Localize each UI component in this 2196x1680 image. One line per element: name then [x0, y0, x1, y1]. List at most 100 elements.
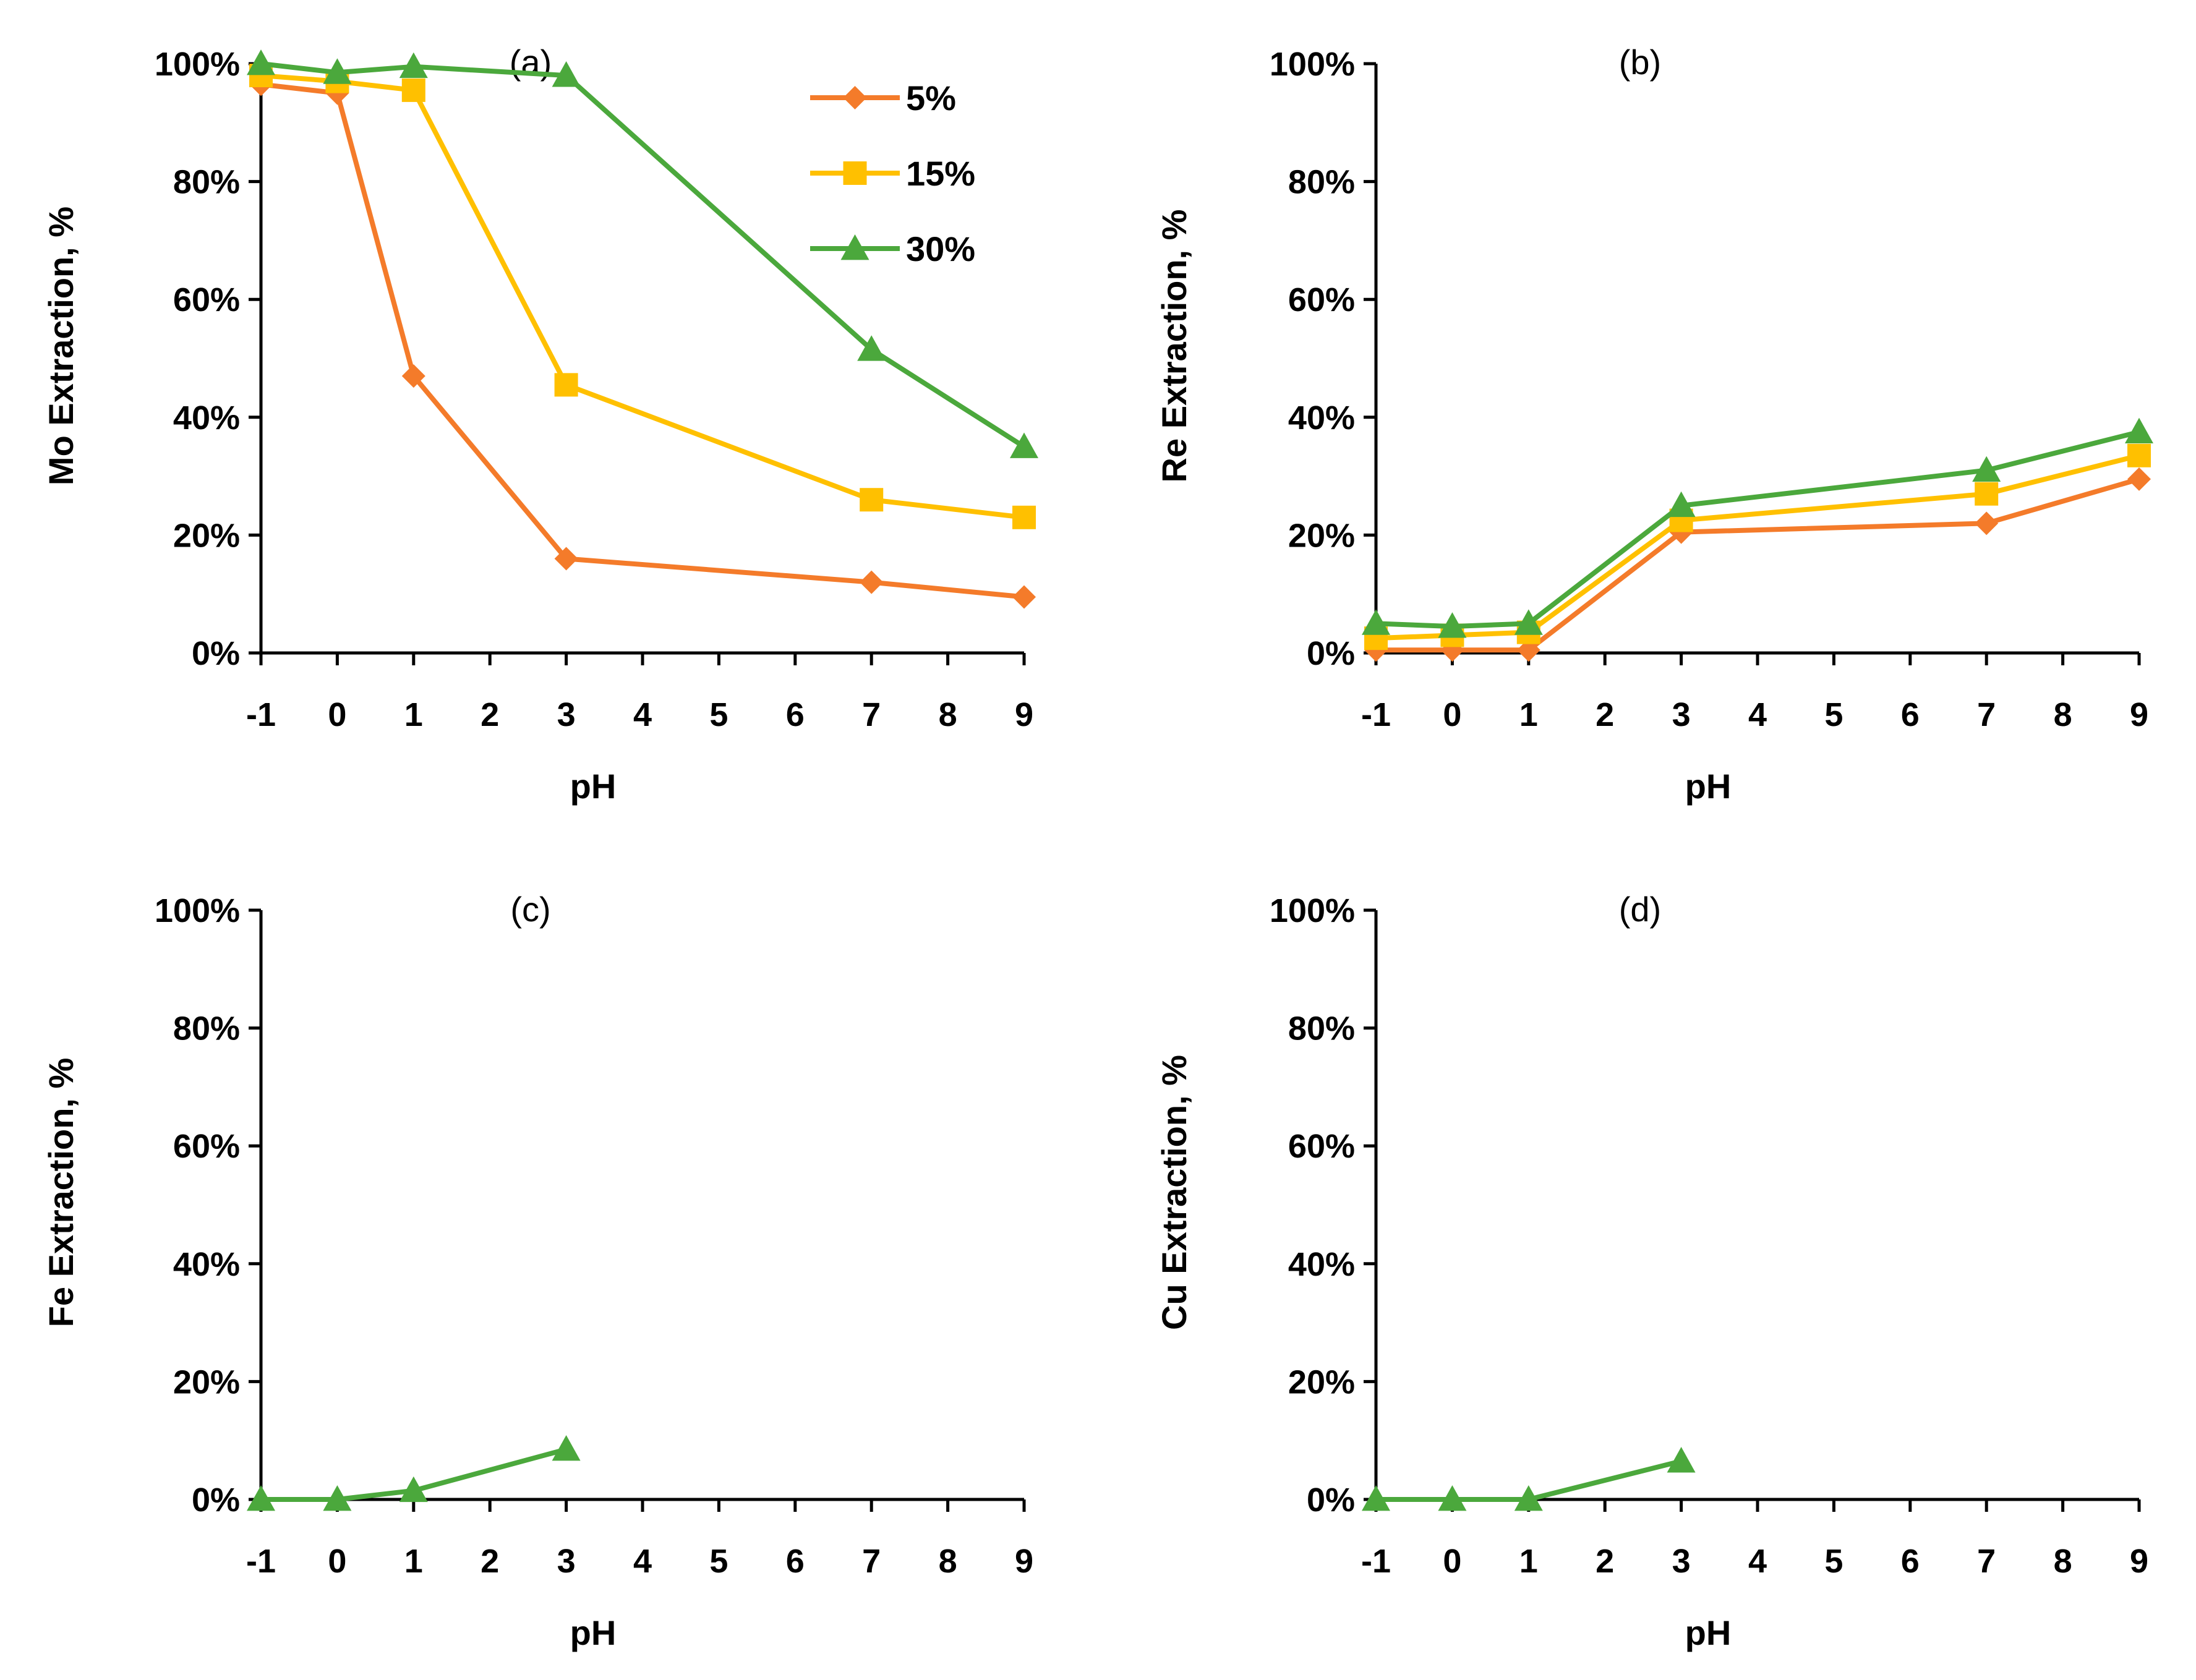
legend-label: 15%: [906, 154, 975, 193]
y-tick-label: 0%: [1307, 635, 1355, 672]
x-tick-label: 8: [2054, 1543, 2072, 1580]
y-axis-title: Re Extraction, %: [1155, 210, 1194, 483]
data-point: [1012, 585, 1036, 609]
y-axis-title: Mo Extraction, %: [41, 207, 80, 485]
chart-panel-c: 0% 20% 40% 60% 80% 100% -1 0 1 2 3 4 5 6 7 8 9 pH Fe Extra…: [41, 890, 1033, 1652]
y-tick-label: 20%: [1288, 1363, 1355, 1401]
legend: 5% 15% 30%: [810, 79, 975, 268]
x-tick-label: 9: [1015, 1543, 1033, 1580]
y-tick-label: 80%: [1288, 164, 1355, 201]
x-axis-title: pH: [570, 1613, 617, 1652]
data-point: [857, 335, 886, 361]
x-tick-label: -1: [246, 1543, 276, 1580]
y-tick-label: 40%: [1288, 399, 1355, 437]
data-point: [1438, 612, 1467, 638]
x-tick-label: 9: [1015, 696, 1033, 733]
data-point: [399, 1476, 428, 1503]
data-point: [1667, 1447, 1696, 1473]
data-point: [2127, 467, 2151, 491]
data-point: [1667, 491, 1696, 518]
series-line-30pct: [261, 1447, 567, 1502]
data-point: [401, 364, 425, 388]
data-point: [1010, 432, 1038, 458]
x-axis-title: pH: [1685, 1613, 1732, 1652]
data-point: [1362, 1485, 1390, 1511]
x-tick-label: 3: [1672, 696, 1691, 733]
series-line-30pct: [1376, 1459, 1682, 1502]
data-point: [554, 547, 578, 571]
y-tick-label: 40%: [173, 399, 240, 437]
data-point: [2127, 443, 2151, 467]
legend-marker: [843, 161, 867, 185]
data-point: [323, 1485, 352, 1511]
x-tick-label: 5: [1824, 1543, 1843, 1580]
data-point: [1972, 456, 2001, 482]
data-point: [1975, 482, 1999, 506]
y-tick-label: 60%: [1288, 281, 1355, 318]
data-point: [247, 49, 275, 75]
data-point: [399, 52, 428, 79]
series-line-30pct: [260, 61, 1026, 449]
y-tick-label: 100%: [155, 46, 240, 83]
x-tick-label: 0: [1443, 696, 1461, 733]
x-tick-label: 8: [939, 1543, 957, 1580]
data-point: [860, 570, 884, 594]
series-line-15pct: [260, 73, 1025, 520]
x-axis-title: pH: [1685, 767, 1732, 806]
chart-panel-b: 0% 20% 40% 60% 80% 100% -1 0 1 2 3 4 5 6 7 8 9 pH Re Extra…: [1155, 43, 2153, 806]
y-tick-label: 40%: [1288, 1246, 1355, 1283]
x-tick-label: 7: [1977, 1543, 1996, 1580]
data-point: [552, 1435, 581, 1461]
series-line-5pct: [260, 82, 1025, 600]
x-tick-label: 6: [786, 1543, 805, 1580]
data-point: [1516, 638, 1540, 662]
y-tick-label: 80%: [173, 1010, 240, 1047]
x-tick-label: 8: [939, 696, 957, 733]
x-tick-label: -1: [1361, 696, 1391, 733]
data-point: [1975, 511, 1999, 535]
x-tick-label: 5: [1824, 696, 1843, 733]
x-tick-label: 7: [862, 1543, 881, 1580]
panel-label: (b): [1619, 43, 1661, 82]
y-tick-label: 60%: [1288, 1128, 1355, 1165]
chart-panel-a: 0% 20% 40% 60% 80% 100% -1 0 1 2 3 4 5 6 7 8 9 pH Mo Extra…: [41, 43, 1038, 806]
legend-marker: [843, 86, 867, 109]
x-tick-label: 5: [709, 696, 728, 733]
x-tick-label: 6: [786, 696, 805, 733]
x-tick-label: 0: [328, 696, 346, 733]
x-tick-label: 6: [1901, 1543, 1920, 1580]
y-tick-label: 20%: [173, 1363, 240, 1401]
x-tick-label: 2: [481, 1543, 499, 1580]
x-tick-label: 4: [1748, 1543, 1767, 1580]
y-tick-label: 0%: [1307, 1482, 1355, 1519]
y-tick-label: 0%: [192, 635, 240, 672]
data-point: [1362, 609, 1390, 635]
y-tick-label: 100%: [155, 892, 240, 929]
y-tick-label: 100%: [1270, 46, 1355, 83]
y-axis-title: Fe Extraction, %: [41, 1058, 80, 1328]
legend-marker: [840, 234, 869, 260]
data-point: [323, 58, 352, 84]
x-tick-label: 3: [1672, 1543, 1691, 1580]
x-tick-label: -1: [246, 696, 276, 733]
data-point: [401, 78, 425, 102]
series-line-5pct: [1376, 477, 2140, 653]
x-tick-label: 8: [2054, 696, 2072, 733]
y-tick-label: 20%: [1288, 517, 1355, 554]
x-tick-label: 0: [1443, 1543, 1461, 1580]
x-tick-label: 2: [481, 696, 499, 733]
x-tick-label: 2: [1596, 1543, 1614, 1580]
data-point: [860, 488, 884, 512]
data-point: [2125, 417, 2153, 444]
data-point: [1514, 1485, 1543, 1511]
x-tick-label: 2: [1596, 696, 1614, 733]
data-point: [1514, 609, 1543, 635]
y-tick-label: 100%: [1270, 892, 1355, 929]
series-line-30pct: [1375, 429, 2140, 629]
panel-label: (c): [510, 890, 550, 929]
y-axis-title: Cu Extraction, %: [1155, 1055, 1194, 1330]
x-tick-label: 9: [2130, 696, 2148, 733]
x-tick-label: 4: [1748, 696, 1767, 733]
x-tick-label: 9: [2130, 1543, 2148, 1580]
